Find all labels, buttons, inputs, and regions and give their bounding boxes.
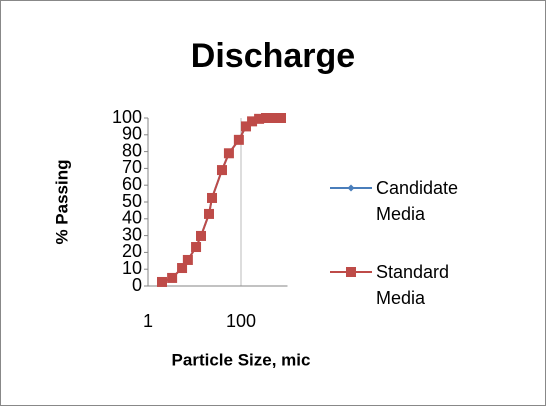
chart-title: Discharge xyxy=(191,37,355,75)
y-tick-label: 90 xyxy=(122,124,142,144)
y-tick-label: 10 xyxy=(122,258,142,278)
y-tick-label: 40 xyxy=(122,208,142,228)
legend-label: Candidate Media xyxy=(376,178,459,224)
legend-marker xyxy=(346,267,356,277)
data-point xyxy=(261,113,272,123)
x-tick-label: 100 xyxy=(226,311,256,331)
data-point xyxy=(177,263,188,274)
y-tick-label: 0 xyxy=(132,275,142,295)
data-point xyxy=(203,208,214,219)
data-point xyxy=(216,165,227,176)
legend-label: Standard Media xyxy=(376,262,450,308)
data-point xyxy=(167,272,178,283)
data-point xyxy=(276,113,287,123)
legend-marker xyxy=(347,184,355,192)
data-point xyxy=(182,254,193,265)
data-point xyxy=(191,242,202,253)
y-tick-label: 80 xyxy=(122,140,142,160)
data-point xyxy=(223,148,234,159)
data-point xyxy=(240,121,251,132)
y-tick-label: 100 xyxy=(112,107,142,127)
y-tick-label: 30 xyxy=(122,224,142,244)
series xyxy=(156,113,287,287)
data-point xyxy=(268,113,279,123)
x-tick-label: 1 xyxy=(143,311,153,331)
data-point xyxy=(247,116,258,127)
y-tick-label: 70 xyxy=(122,157,142,177)
data-point xyxy=(156,276,167,287)
y-axis-label: % Passing xyxy=(52,159,71,244)
y-tick-label: 20 xyxy=(122,241,142,261)
data-point xyxy=(196,230,207,241)
data-point xyxy=(254,113,265,124)
data-point xyxy=(207,192,218,203)
y-tick-label: 50 xyxy=(122,191,142,211)
data-point xyxy=(233,134,244,145)
y-tick-label: 60 xyxy=(122,174,142,194)
x-axis-label: Particle Size, mic xyxy=(172,350,311,369)
